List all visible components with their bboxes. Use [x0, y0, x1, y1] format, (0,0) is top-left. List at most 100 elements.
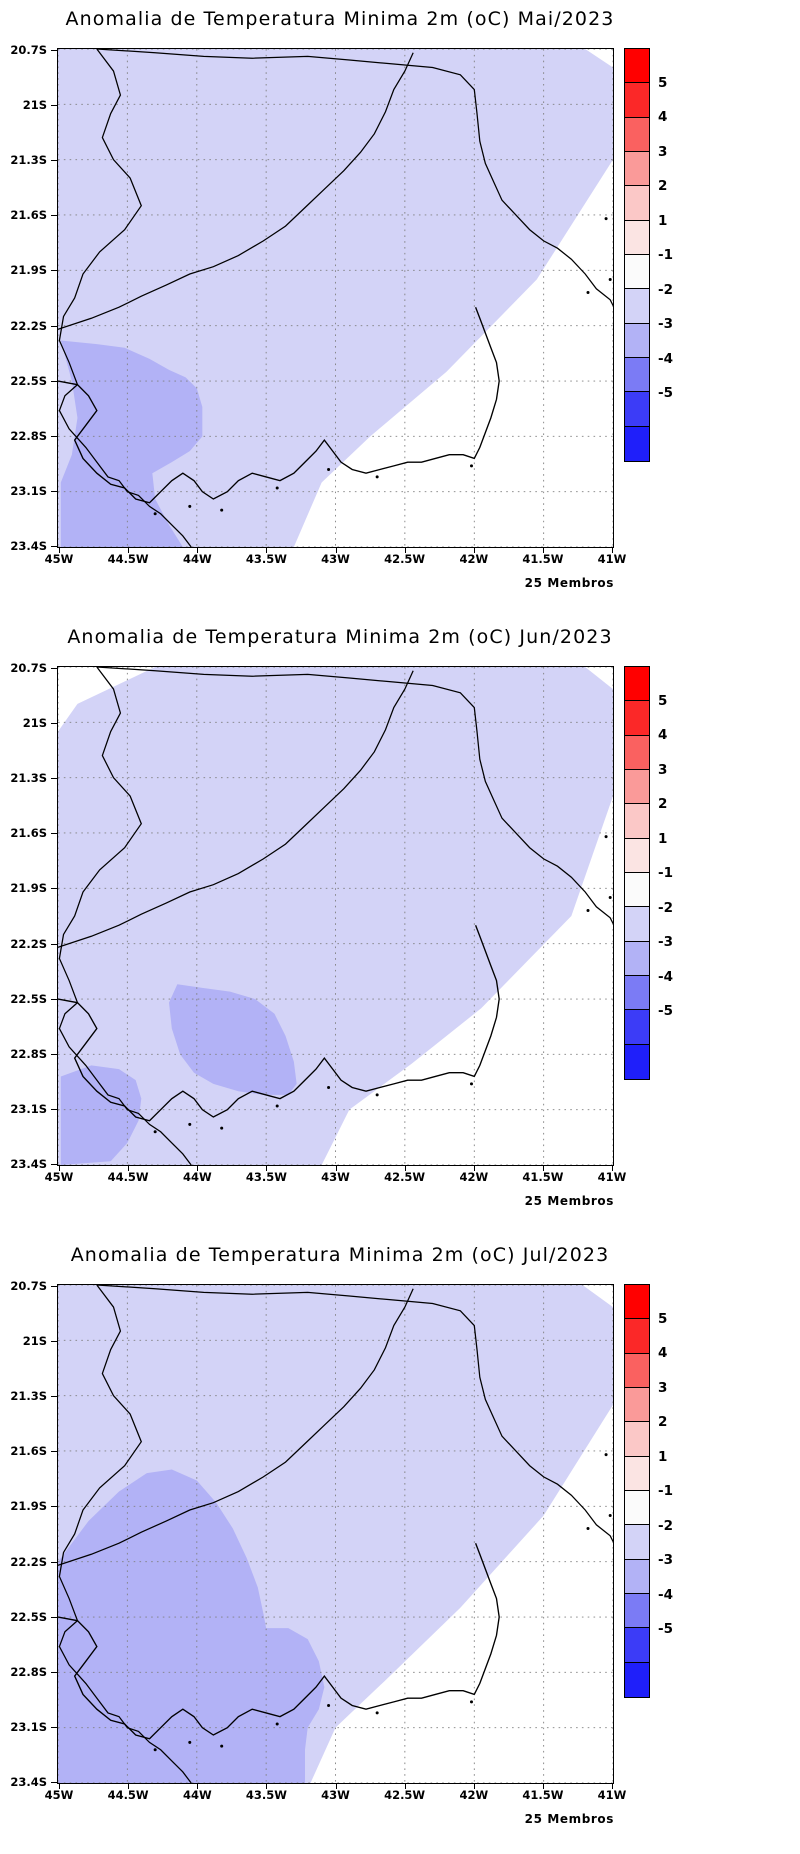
colorbar-tick-label: -3 [658, 316, 673, 332]
x-axis-tick [266, 1784, 268, 1789]
colorbar-swatch [625, 1456, 649, 1491]
x-axis-tick [335, 548, 337, 553]
y-axis-tick-label: 21.9S [10, 1499, 47, 1514]
colorbar-tick-label: -2 [658, 281, 673, 298]
colorbar-tick-label: 4 [658, 1345, 668, 1361]
colorbar-swatch [625, 1353, 649, 1388]
x-axis-tick [473, 1166, 475, 1171]
coastline [58, 924, 500, 1122]
x-axis-tick [612, 1784, 613, 1789]
x-axis-tick [404, 548, 406, 553]
colorbar-swatch [625, 426, 649, 461]
colorbar [624, 666, 650, 1080]
colorbar-swatch [625, 1662, 649, 1697]
y-axis-tick [51, 435, 57, 437]
y-axis-tick [51, 1053, 57, 1055]
colorbar-swatch [625, 357, 649, 393]
colorbar-swatch [625, 49, 649, 84]
y-axis-tick-label: 21S [22, 1334, 47, 1349]
island-marker [153, 1130, 157, 1134]
map-graphic [58, 1285, 613, 1783]
x-axis-tick [197, 1784, 199, 1789]
island-marker [586, 290, 590, 294]
colorbar-tick-label: -5 [658, 1003, 673, 1019]
island-marker [153, 512, 157, 516]
panel-title: Anomalia de Temperatura Minima 2m (oC) M… [65, 8, 615, 30]
map-panel: Anomalia de Temperatura Minima 2m (oC) M… [0, 0, 800, 618]
map-plot-area [57, 666, 614, 1166]
y-axis-tick [51, 1341, 57, 1343]
island-marker [604, 835, 608, 839]
colorbar-swatch [625, 220, 649, 255]
colorbar-tick-label: -5 [658, 385, 673, 401]
colorbar-swatch [625, 151, 649, 187]
y-axis-tick [51, 778, 57, 780]
island-marker [220, 1126, 224, 1130]
island-marker [188, 504, 192, 508]
colorbar-swatch [625, 117, 649, 152]
x-axis-tick [404, 1784, 406, 1789]
coastline [58, 306, 500, 504]
island-marker [188, 1740, 192, 1744]
coastline [58, 1542, 500, 1740]
y-axis-tick [51, 1451, 57, 1453]
y-axis-tick-label: 23.4S [10, 1157, 47, 1171]
colorbar-swatch [625, 1628, 649, 1663]
colorbar-tick-label: 2 [658, 1414, 668, 1430]
x-axis-tick [404, 1166, 406, 1171]
map-panel: Anomalia de Temperatura Minima 2m (oC) J… [0, 1236, 800, 1854]
y-axis-tick-label: 22.5S [10, 373, 47, 388]
y-axis-tick [51, 1286, 57, 1287]
y-axis-tick [51, 1671, 57, 1673]
north-border-line [96, 49, 613, 307]
y-axis-tick-label: 21.6S [10, 826, 47, 841]
map-plot-area [57, 1284, 614, 1784]
colorbar-swatch [625, 392, 649, 427]
island-marker [327, 467, 331, 471]
panel-title: Anomalia de Temperatura Minima 2m (oC) J… [70, 1244, 610, 1266]
map-graphic [58, 667, 613, 1165]
y-axis-tick [51, 380, 57, 382]
x-axis-tick-label: 44.5W [107, 1170, 149, 1184]
x-axis-tick-label: 45W [44, 1170, 74, 1184]
colorbar-tick-label: -1 [658, 1483, 673, 1499]
x-axis-tick [197, 1166, 199, 1171]
colorbar-swatch [625, 83, 649, 118]
x-axis-tick-label: 45W [44, 552, 74, 566]
x-axis-tick-label: 42W [459, 1788, 489, 1802]
x-axis-tick [266, 1166, 268, 1171]
x-axis-tick [335, 1166, 337, 1171]
y-axis-tick [51, 490, 57, 492]
x-axis-tick [473, 548, 475, 553]
y-axis-tick-label: 22.8S [10, 428, 47, 443]
colorbar-tick-label: 4 [658, 109, 668, 125]
members-note: 25 Membros [524, 576, 614, 590]
y-axis-tick [51, 1108, 57, 1110]
x-axis-tick-label: 42.5W [384, 552, 426, 566]
x-axis-tick [542, 1166, 544, 1171]
y-axis-tick-label: 21.9S [10, 881, 47, 896]
colorbar-swatch [625, 1285, 649, 1320]
colorbar-tick-label: -2 [658, 899, 673, 916]
x-axis-tick [612, 548, 613, 553]
island-marker [275, 1722, 279, 1726]
members-note: 25 Membros [524, 1812, 614, 1826]
y-axis-tick [51, 1616, 57, 1618]
x-axis-tick [59, 1784, 60, 1789]
x-axis-tick-label: 42W [459, 552, 489, 566]
colorbar-tick-label: 2 [658, 796, 668, 812]
island-marker [153, 1748, 157, 1752]
x-axis-tick-label: 43W [321, 1788, 350, 1802]
x-axis-tick-label: 42W [459, 1170, 489, 1184]
x-axis-tick-label: 44.5W [107, 1788, 149, 1802]
y-axis-tick-label: 22.2S [10, 936, 47, 951]
colorbar-tick-label: 1 [658, 830, 668, 847]
members-note: 25 Membros [524, 1194, 614, 1208]
y-axis-tick [51, 325, 57, 327]
colorbar-tick-label: 1 [658, 212, 668, 229]
colorbar-swatch [625, 1044, 649, 1079]
y-axis-tick [51, 998, 57, 1000]
colorbar-labels: 5 4 3 2 1 -1 -2 -3 -4 -5 [654, 1284, 714, 1698]
y-axis-tick [51, 1561, 57, 1563]
x-axis-tick-label: 41.5W [522, 552, 564, 566]
